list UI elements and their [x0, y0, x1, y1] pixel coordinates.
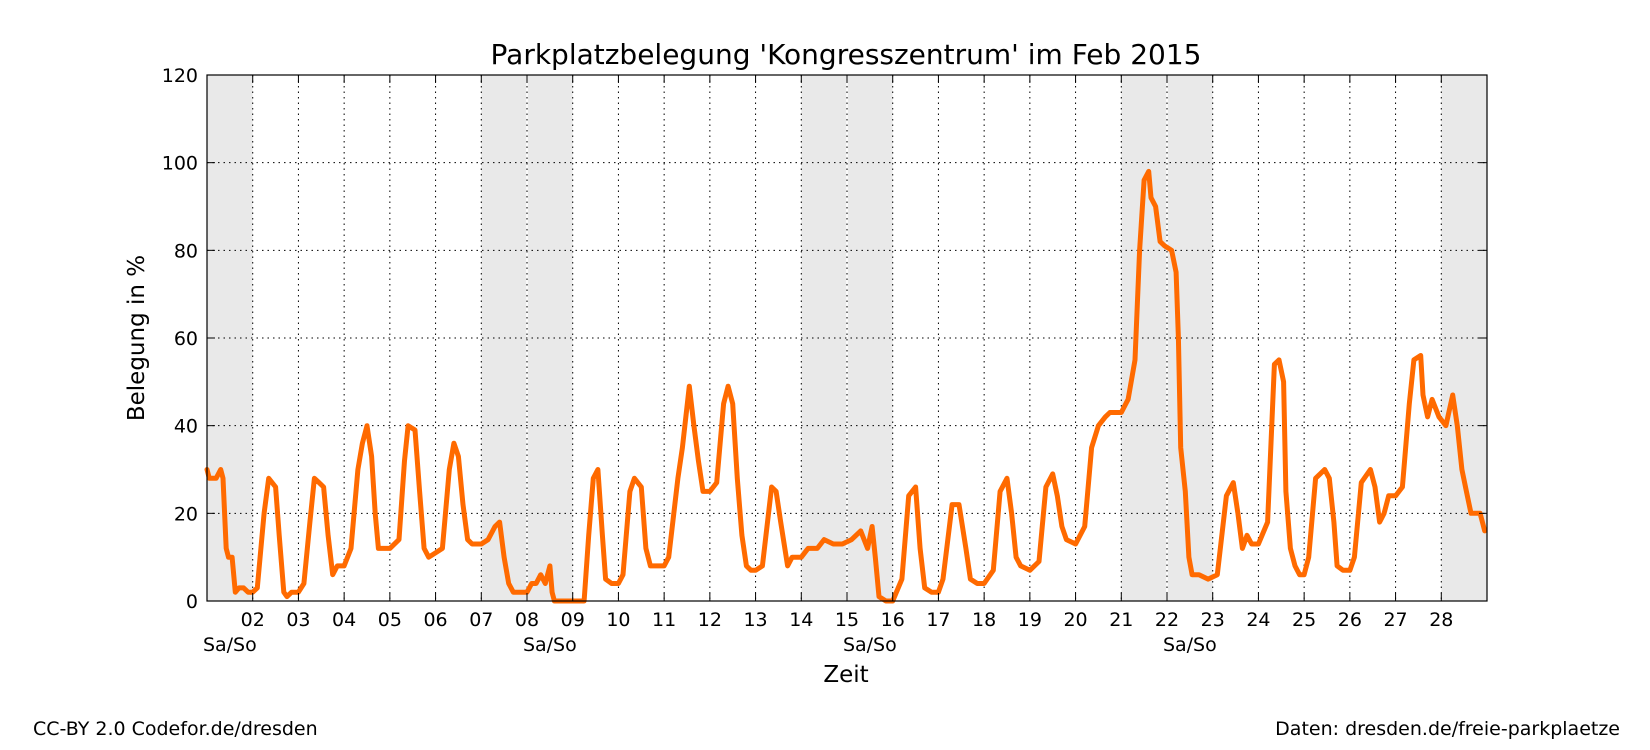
x-tick-label: 20 [1063, 609, 1087, 631]
y-tick-label: 100 [162, 153, 198, 175]
x-tick-label: 25 [1292, 609, 1316, 631]
x-tick-label: 15 [835, 609, 859, 631]
x-tick-label: 07 [469, 609, 493, 631]
x-tick-label: 19 [1018, 609, 1042, 631]
x-tick-label: 02 [241, 609, 265, 631]
y-axis-ticks: 0 20 40 60 80 100 120 [162, 65, 1487, 613]
weekend-labels-group: Sa/So Sa/So Sa/So Sa/So [203, 634, 1217, 656]
weekend-label: Sa/So [843, 634, 897, 656]
x-tick-label: 24 [1246, 609, 1270, 631]
data-source-credit: Daten: dresden.de/freie-parkplaetze [1275, 718, 1620, 740]
x-tick-label: 10 [606, 609, 630, 631]
x-tick-label: 22 [1155, 609, 1179, 631]
x-tick-label: 04 [332, 609, 356, 631]
x-tick-label: 16 [881, 609, 905, 631]
x-tick-label: 12 [698, 609, 722, 631]
x-tick-label: 05 [378, 609, 402, 631]
x-tick-label: 27 [1383, 609, 1407, 631]
x-tick-label: 28 [1429, 609, 1453, 631]
x-tick-label: 18 [972, 609, 996, 631]
weekend-label: Sa/So [203, 634, 257, 656]
series-group [204, 168, 1488, 604]
weekend-label: Sa/So [1163, 634, 1217, 656]
series-line-0 [204, 168, 1488, 604]
y-axis-label: Belegung in % [124, 255, 150, 421]
x-tick-label: 17 [926, 609, 950, 631]
x-tick-label: 09 [561, 609, 585, 631]
x-axis-label: Zeit [823, 662, 868, 688]
x-tick-label: 06 [423, 609, 447, 631]
y-tick-label: 80 [174, 240, 198, 262]
y-tick-label: 0 [186, 591, 198, 613]
x-tick-label: 08 [515, 609, 539, 631]
license-credit: CC-BY 2.0 Codefor.de/dresden [33, 718, 318, 740]
weekend-label: Sa/So [523, 634, 577, 656]
line-chart: 0 20 40 60 80 100 120 02 03 04 05 06 07 08 09 10 11 12 13… [124, 38, 1488, 688]
y-tick-label: 60 [174, 328, 198, 350]
x-axis-ticks: 02 03 04 05 06 07 08 09 10 11 12 13 14 15 16 17 18 19 20 21… [241, 75, 1453, 631]
chart-title: Parkplatzbelegung 'Kongresszentrum' im F… [491, 38, 1202, 71]
x-tick-label: 21 [1109, 609, 1133, 631]
y-tick-label: 40 [174, 416, 198, 438]
y-tick-label: 120 [162, 65, 198, 87]
x-tick-label: 14 [789, 609, 813, 631]
x-tick-label: 13 [743, 609, 767, 631]
y-tick-label: 20 [174, 503, 198, 525]
x-tick-label: 23 [1201, 609, 1225, 631]
x-tick-label: 03 [286, 609, 310, 631]
x-tick-label: 26 [1338, 609, 1362, 631]
x-tick-label: 11 [652, 609, 676, 631]
